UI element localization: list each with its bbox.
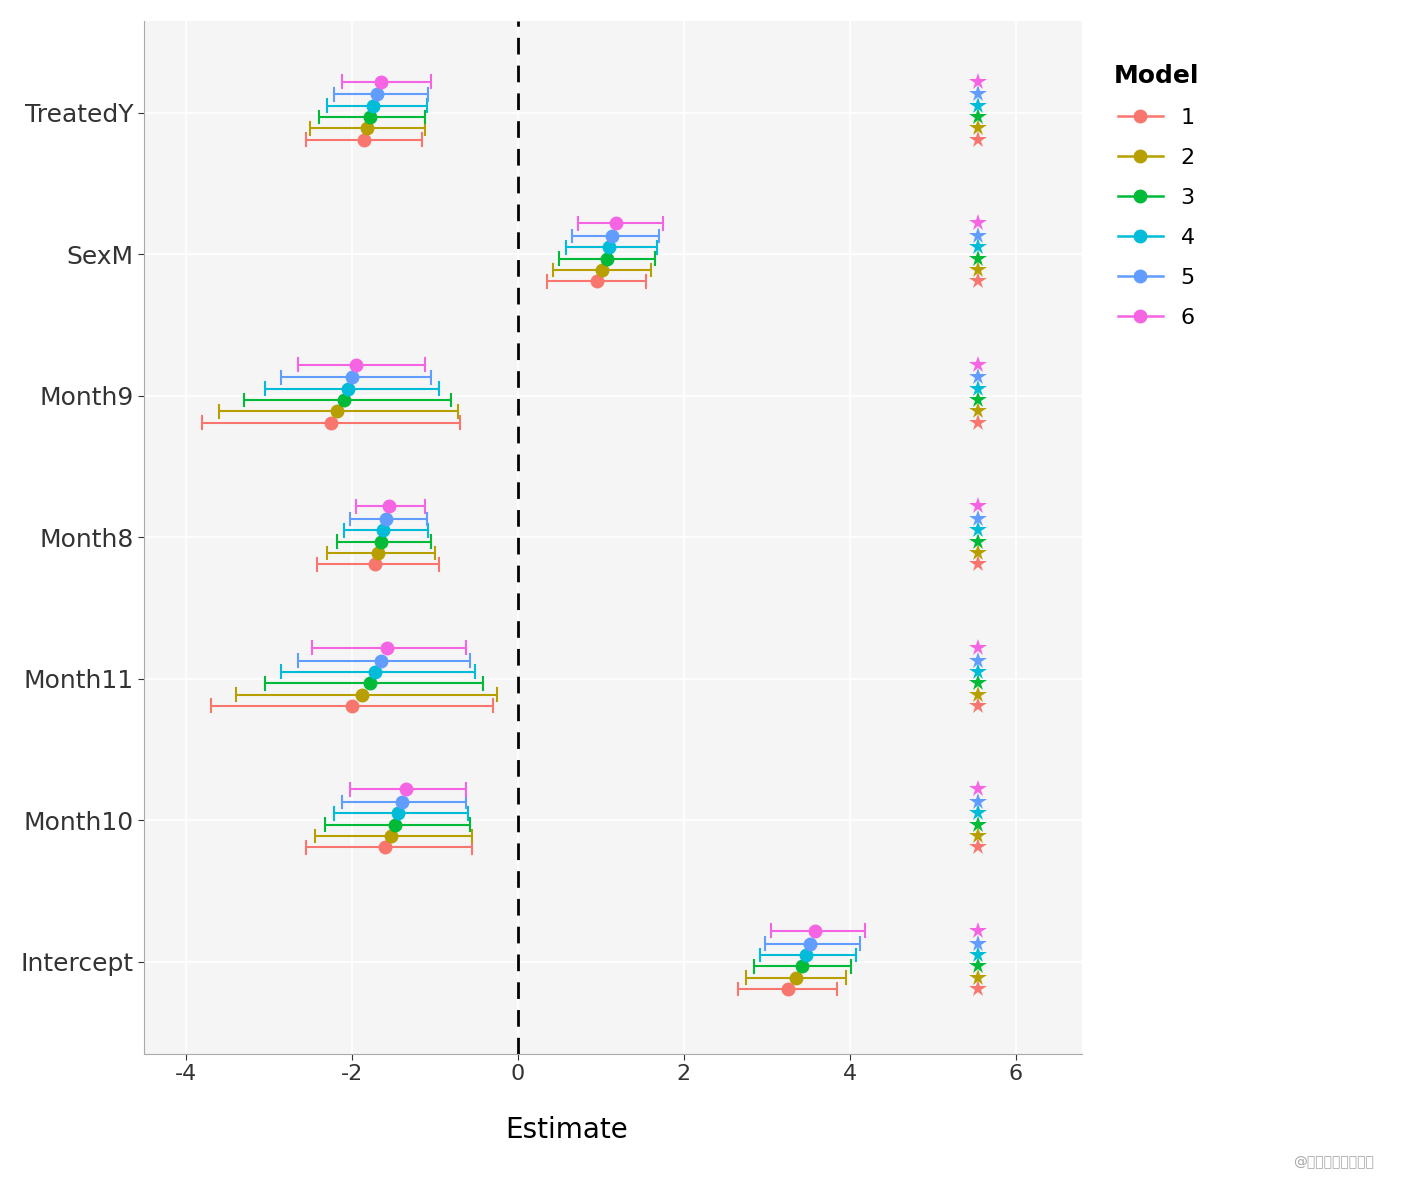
Legend: 1, 2, 3, 4, 5, 6: 1, 2, 3, 4, 5, 6 [1102,53,1210,339]
Text: @稀土掘金技术社区: @稀土掘金技术社区 [1294,1155,1374,1169]
X-axis label: Estimate: Estimate [504,1116,628,1144]
